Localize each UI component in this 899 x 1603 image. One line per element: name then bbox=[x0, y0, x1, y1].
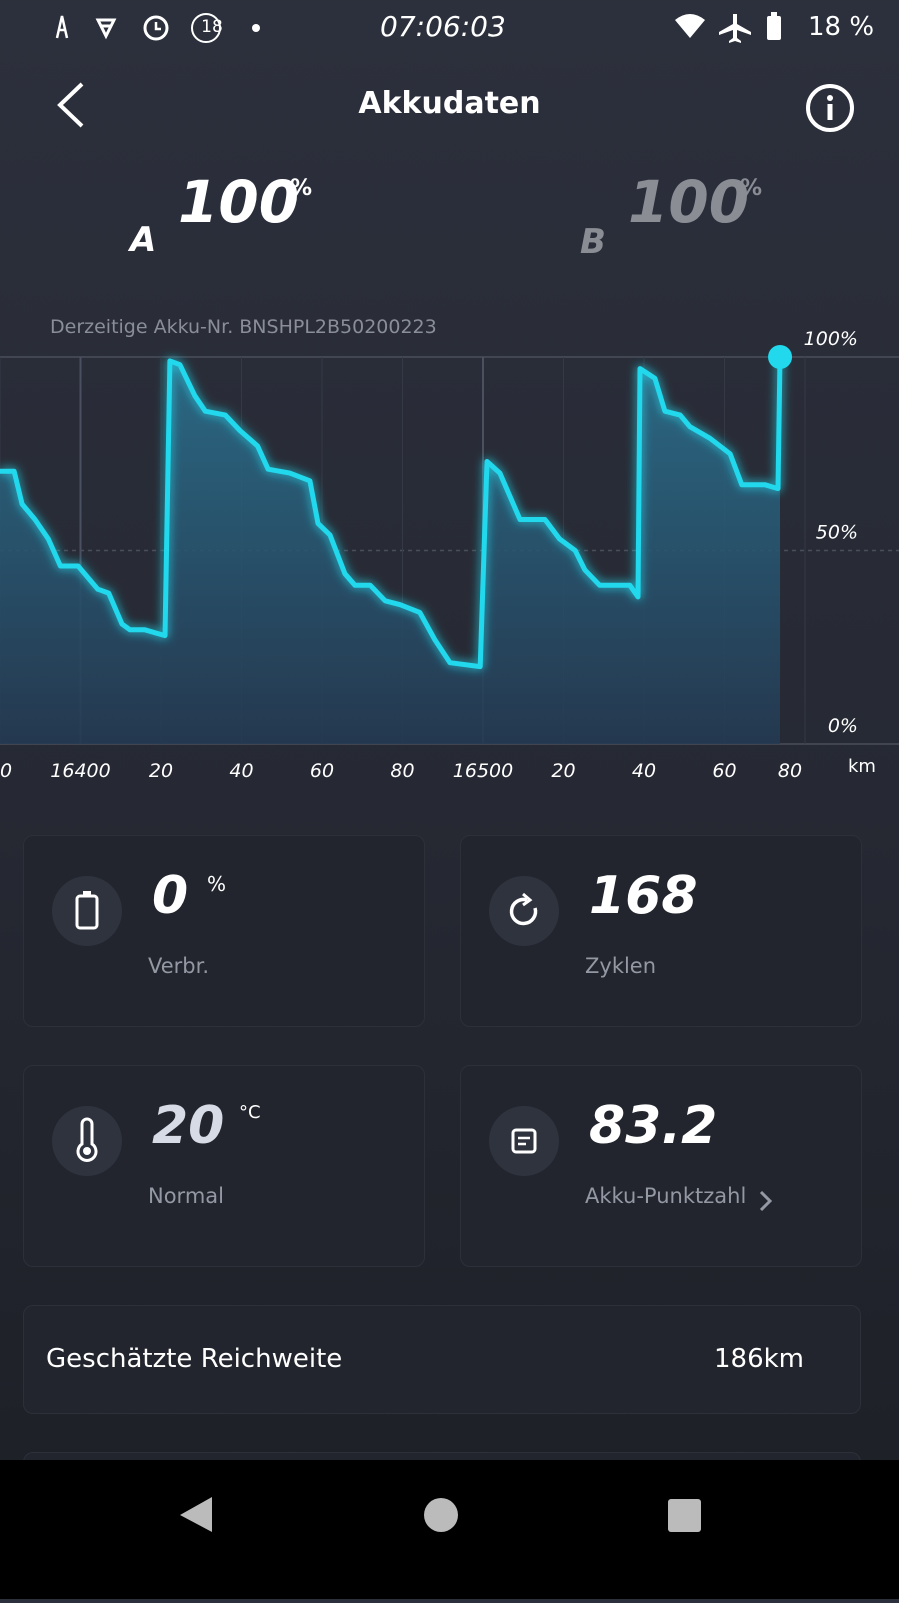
stat-value: 168 bbox=[589, 866, 698, 926]
info-button[interactable] bbox=[805, 83, 855, 133]
notification-count: 18 bbox=[201, 17, 223, 37]
page-title: Akkudaten bbox=[358, 86, 541, 121]
range-card: Geschätzte Reichweite 186km bbox=[23, 1305, 861, 1414]
y-tick-label: 50% bbox=[816, 522, 858, 544]
chevron bbox=[759, 1190, 773, 1212]
stat-label: Normal bbox=[148, 1184, 224, 1208]
stat-label: Akku-Punktzahl bbox=[585, 1184, 747, 1208]
icon bbox=[489, 876, 559, 946]
stat-label: Zyklen bbox=[585, 954, 657, 978]
area bbox=[0, 357, 781, 744]
stat-card[interactable]: 83.2 Akku-Punktzahl bbox=[460, 1065, 862, 1267]
battery-level: 18 % bbox=[808, 12, 875, 42]
x-tick-label: 40 bbox=[229, 760, 253, 782]
x-tick-label: 60 bbox=[712, 760, 736, 782]
icon bbox=[52, 876, 122, 946]
nav-bar bbox=[0, 1460, 899, 1599]
x-tick-label: 20 bbox=[149, 760, 173, 782]
x-unit: km bbox=[848, 756, 876, 777]
range-value: 186km bbox=[713, 1344, 804, 1374]
back-button[interactable] bbox=[50, 80, 90, 130]
icon bbox=[489, 1106, 559, 1176]
y-tick-label: 100% bbox=[804, 328, 858, 350]
stat-value: 83.2 bbox=[589, 1096, 718, 1156]
x-tick-label: 20 bbox=[551, 760, 575, 782]
line bbox=[0, 356, 783, 670]
stat-label: Verbr. bbox=[148, 954, 210, 978]
x-tick-label: 16500 bbox=[453, 760, 513, 782]
stat-unit: % bbox=[207, 872, 227, 896]
clock: 07:06:03 bbox=[380, 10, 506, 43]
status-bar: 18 07:06:03 18 % bbox=[0, 0, 899, 55]
x-tick-label: 40 bbox=[632, 760, 656, 782]
icon bbox=[52, 1106, 122, 1176]
x-tick-label: 0 bbox=[0, 760, 12, 782]
system-icons bbox=[675, 12, 781, 43]
range-label: Geschätzte Reichweite bbox=[46, 1344, 343, 1374]
stat-value: 0 bbox=[152, 866, 189, 926]
stat-card: 20 °C Normal bbox=[23, 1065, 425, 1267]
x-tick-label: 16400 bbox=[50, 760, 110, 782]
battery-label: A bbox=[130, 220, 157, 260]
stat-card: 168 Zyklen bbox=[460, 835, 862, 1027]
battery-percent[interactable]: 100 bbox=[628, 168, 750, 236]
end-marker bbox=[768, 345, 793, 369]
battery-label[interactable]: B bbox=[580, 222, 606, 262]
battery-unit: % bbox=[290, 176, 313, 201]
battery-percent: 100 bbox=[178, 168, 300, 236]
stat-unit: °C bbox=[239, 1102, 261, 1123]
chart: Derzeitige Akku-Nr. BNSHPL2B50200223 km … bbox=[0, 316, 899, 782]
chart-subtitle: Derzeitige Akku-Nr. BNSHPL2B50200223 bbox=[50, 316, 437, 338]
stat-value: 20 bbox=[152, 1096, 225, 1156]
x-tick-label: 80 bbox=[390, 760, 414, 782]
stat-card: 0 % Verbr. bbox=[23, 835, 425, 1027]
y-tick-label: 0% bbox=[828, 715, 858, 737]
nav-buttons[interactable] bbox=[0, 1460, 899, 1599]
x-tick-label: 80 bbox=[778, 760, 802, 782]
battery-unit[interactable]: % bbox=[740, 176, 763, 201]
status-icons bbox=[55, 13, 260, 43]
x-tick-label: 60 bbox=[310, 760, 334, 782]
